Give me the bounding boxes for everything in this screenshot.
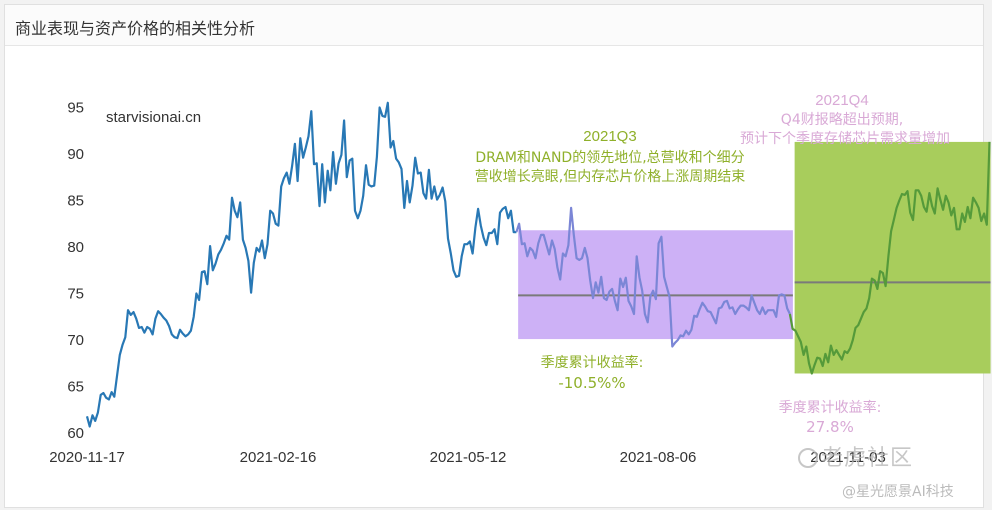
q3-comment-line: DRAM和NAND的领先地位,总营收和个细分 (475, 150, 744, 166)
y-tick-label: 80 (67, 239, 84, 256)
price-line-pre-q3 (85, 101, 517, 428)
q3-return-value: -10.5%% (558, 374, 625, 392)
q4-comment-line: Q4财报略超出预期, (781, 112, 903, 128)
q3-label: 2021Q3 (583, 128, 636, 145)
price-line-q3 (515, 206, 791, 348)
y-tick-label: 65 (67, 379, 84, 396)
q3-return-label: 季度累计收益率: (541, 354, 644, 371)
community-watermark-text: 老虎社区 (821, 446, 914, 471)
y-tick-label: 95 (67, 100, 84, 117)
x-tick-label: 2021-11-03 (810, 449, 886, 466)
tiger-logo-icon (798, 448, 818, 468)
q3-comment-line: 营收增长亮眼,但内存芯片价格上涨周期结束 (475, 168, 745, 185)
y-tick-label: 60 (67, 425, 84, 442)
panel-header: 商业表现与资产价格的相关性分析 (5, 5, 983, 46)
q4-label: 2021Q4 (815, 92, 868, 109)
x-tick-label: 2021-02-16 (240, 449, 317, 466)
y-tick-label: 85 (67, 193, 84, 210)
y-tick-label: 90 (67, 146, 84, 163)
community-watermark: 老虎社区 (798, 440, 913, 472)
y-tick-label: 70 (67, 332, 84, 349)
x-tick-label: 2021-08-06 (620, 449, 697, 466)
y-tick-label: 75 (67, 286, 84, 303)
q4-return-value: 27.8% (806, 418, 854, 436)
x-tick-label: 2021-05-12 (430, 449, 507, 466)
q4-comment-line: 预计下个季度存储芯片需求量增加 (740, 131, 950, 147)
brand-watermark: @星光愿景AI科技 (842, 484, 954, 500)
site-label: starvisionai.cn (106, 109, 201, 126)
x-tick-label: 2020-11-17 (49, 449, 125, 466)
price-line-q4 (788, 141, 991, 375)
q4-return-label: 季度累计收益率: (779, 399, 882, 416)
q4-band (794, 141, 991, 374)
panel-title: 商业表现与资产价格的相关性分析 (15, 19, 256, 38)
